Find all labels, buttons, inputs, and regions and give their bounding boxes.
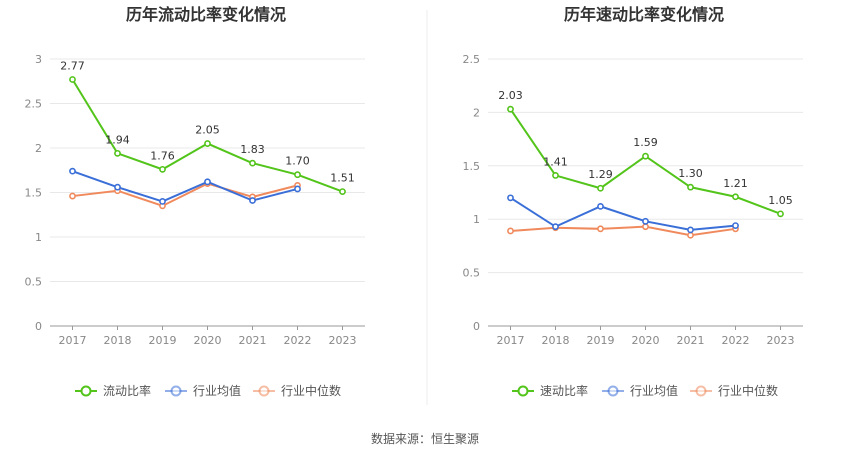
data-point — [204, 140, 211, 147]
x-tick-label: 2019 — [587, 334, 615, 347]
data-point — [159, 197, 166, 205]
data-label: 1.30 — [678, 167, 703, 180]
data-point — [249, 197, 256, 204]
legend-label: 行业中位数 — [281, 383, 341, 398]
chart-title-quick-ratio: 历年速动比率变化情况 — [564, 5, 724, 24]
data-label: 1.83 — [240, 143, 265, 156]
legend-label: 行业均值 — [630, 383, 678, 398]
legend-label: 行业中位数 — [718, 383, 778, 398]
data-point — [732, 222, 739, 230]
data-point — [552, 223, 559, 231]
data-point — [507, 227, 514, 235]
data-label: 1.21 — [723, 177, 748, 190]
series-line-1 — [509, 196, 736, 231]
data-point — [114, 149, 121, 157]
y-tick-label: 1 — [35, 231, 42, 244]
data-point — [69, 76, 76, 83]
x-tick-label: 2021 — [239, 334, 267, 347]
data-point — [507, 194, 514, 202]
y-tick-label: 1.5 — [25, 187, 43, 200]
legend-swatch-marker — [695, 385, 707, 397]
x-tick-label: 2017 — [497, 334, 525, 347]
legend-swatch-marker — [258, 385, 270, 397]
y-tick-label: 1.5 — [463, 160, 481, 173]
data-point — [642, 152, 649, 160]
y-tick-label: 0 — [473, 320, 480, 333]
series-line-2 — [510, 225, 736, 237]
data-point — [597, 202, 604, 210]
legend-item-1[interactable]: 行业均值 — [602, 383, 678, 398]
data-point — [339, 188, 346, 196]
x-tick-label: 2023 — [329, 334, 357, 347]
data-label: 1.94 — [105, 133, 130, 146]
data-point — [507, 105, 514, 113]
x-tick-label: 2022 — [722, 334, 750, 347]
data-point — [687, 183, 694, 191]
x-tick-label: 2017 — [59, 334, 87, 347]
y-tick-label: 2.5 — [463, 53, 481, 66]
x-tick-label: 2021 — [677, 334, 705, 347]
series-line-1 — [72, 170, 298, 203]
legend-item-2[interactable]: 行业中位数 — [690, 383, 778, 398]
x-tick-label: 2018 — [542, 334, 570, 347]
y-tick-label: 0.5 — [25, 276, 43, 289]
data-point — [687, 226, 694, 234]
data-point — [642, 223, 649, 231]
data-point — [249, 159, 256, 167]
y-tick-label: 3 — [35, 53, 42, 66]
source-note: 数据来源：恒生聚源 — [371, 431, 479, 446]
chart-title-current-ratio: 历年流动比率变化情况 — [126, 5, 286, 24]
legend-item-0[interactable]: 速动比率 — [512, 383, 588, 398]
data-label: 1.59 — [633, 136, 658, 149]
data-point — [294, 171, 301, 179]
series-line-2 — [72, 182, 298, 207]
x-tick-label: 2019 — [149, 334, 177, 347]
data-point — [552, 172, 559, 179]
y-tick-label: 2 — [35, 142, 42, 155]
data-label: 1.51 — [330, 172, 355, 185]
legend-label: 流动比率 — [103, 383, 151, 398]
legend-swatch-marker — [80, 385, 92, 397]
x-tick-label: 2020 — [632, 334, 660, 347]
data-label: 1.05 — [768, 194, 793, 207]
legend-item-1[interactable]: 行业均值 — [165, 383, 241, 398]
y-tick-label: 0 — [35, 320, 42, 333]
data-label: 1.76 — [150, 149, 175, 162]
legend-label: 速动比率 — [540, 383, 588, 398]
data-point — [114, 183, 121, 191]
legend-swatch-marker — [517, 385, 529, 397]
legend-item-0[interactable]: 流动比率 — [75, 383, 151, 398]
data-label: 1.29 — [588, 168, 613, 181]
data-point — [777, 210, 784, 218]
data-point — [597, 184, 604, 192]
x-tick-label: 2023 — [767, 334, 795, 347]
y-tick-label: 2.5 — [25, 98, 43, 111]
data-label: 2.05 — [195, 124, 220, 137]
x-tick-label: 2020 — [194, 334, 222, 347]
x-tick-label: 2022 — [284, 334, 312, 347]
data-point — [69, 167, 76, 175]
data-point — [69, 192, 76, 200]
y-tick-label: 1 — [473, 213, 480, 226]
legend-swatch-marker — [607, 385, 619, 397]
data-label: 1.70 — [285, 155, 310, 168]
x-tick-label: 2018 — [104, 334, 132, 347]
data-point — [294, 185, 301, 193]
legend-swatch-marker — [170, 385, 182, 397]
data-point — [642, 217, 649, 225]
data-point — [204, 178, 211, 186]
y-tick-label: 0.5 — [463, 267, 481, 280]
data-label: 2.77 — [60, 59, 85, 72]
data-point — [732, 193, 739, 201]
y-tick-label: 2 — [473, 106, 480, 119]
data-label: 2.03 — [498, 89, 523, 102]
data-point — [687, 231, 694, 239]
data-point — [159, 165, 166, 173]
legend-item-2[interactable]: 行业中位数 — [253, 383, 341, 398]
legend-label: 行业均值 — [193, 383, 241, 398]
data-point — [597, 225, 604, 233]
data-label: 1.41 — [543, 155, 568, 168]
